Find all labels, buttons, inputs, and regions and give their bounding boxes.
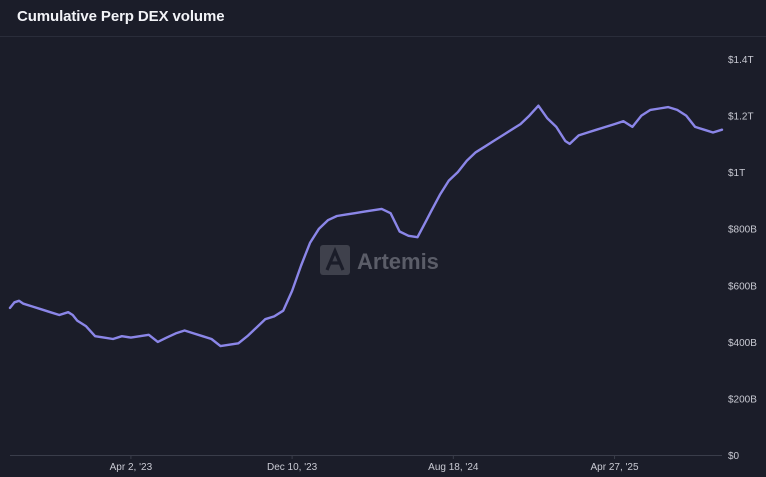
y-tick-label: $400B: [728, 338, 757, 349]
series-group: [8, 104, 724, 348]
x-tick-label: Apr 2, '23: [110, 462, 153, 473]
y-tick-label: $200B: [728, 394, 757, 405]
y-tick-label: $0: [728, 451, 740, 462]
x-tick-label: Aug 18, '24: [428, 462, 479, 473]
chart-title: Cumulative Perp DEX volume: [17, 8, 225, 25]
series-line: [8, 104, 724, 348]
y-tick-label: $1.2T: [728, 112, 754, 123]
y-tick-label: $1.4T: [728, 55, 754, 66]
watermark-brand: Artemis: [357, 249, 439, 274]
axes: $0 $200B $400B $600B $800B $1T $1.2T $1.4T Apr 2…: [10, 55, 757, 473]
y-tick-label: $800B: [728, 225, 757, 236]
y-tick-label: $1T: [728, 168, 745, 179]
artemis-logo-icon: [320, 245, 350, 275]
x-tick-label: Dec 10, '23: [267, 462, 318, 473]
artemis-watermark: Artemis: [320, 245, 439, 275]
x-tick-label: Apr 27, '25: [590, 462, 638, 473]
y-tick-label: $600B: [728, 281, 757, 292]
chart-header: Cumulative Perp DEX volume: [0, 0, 766, 37]
